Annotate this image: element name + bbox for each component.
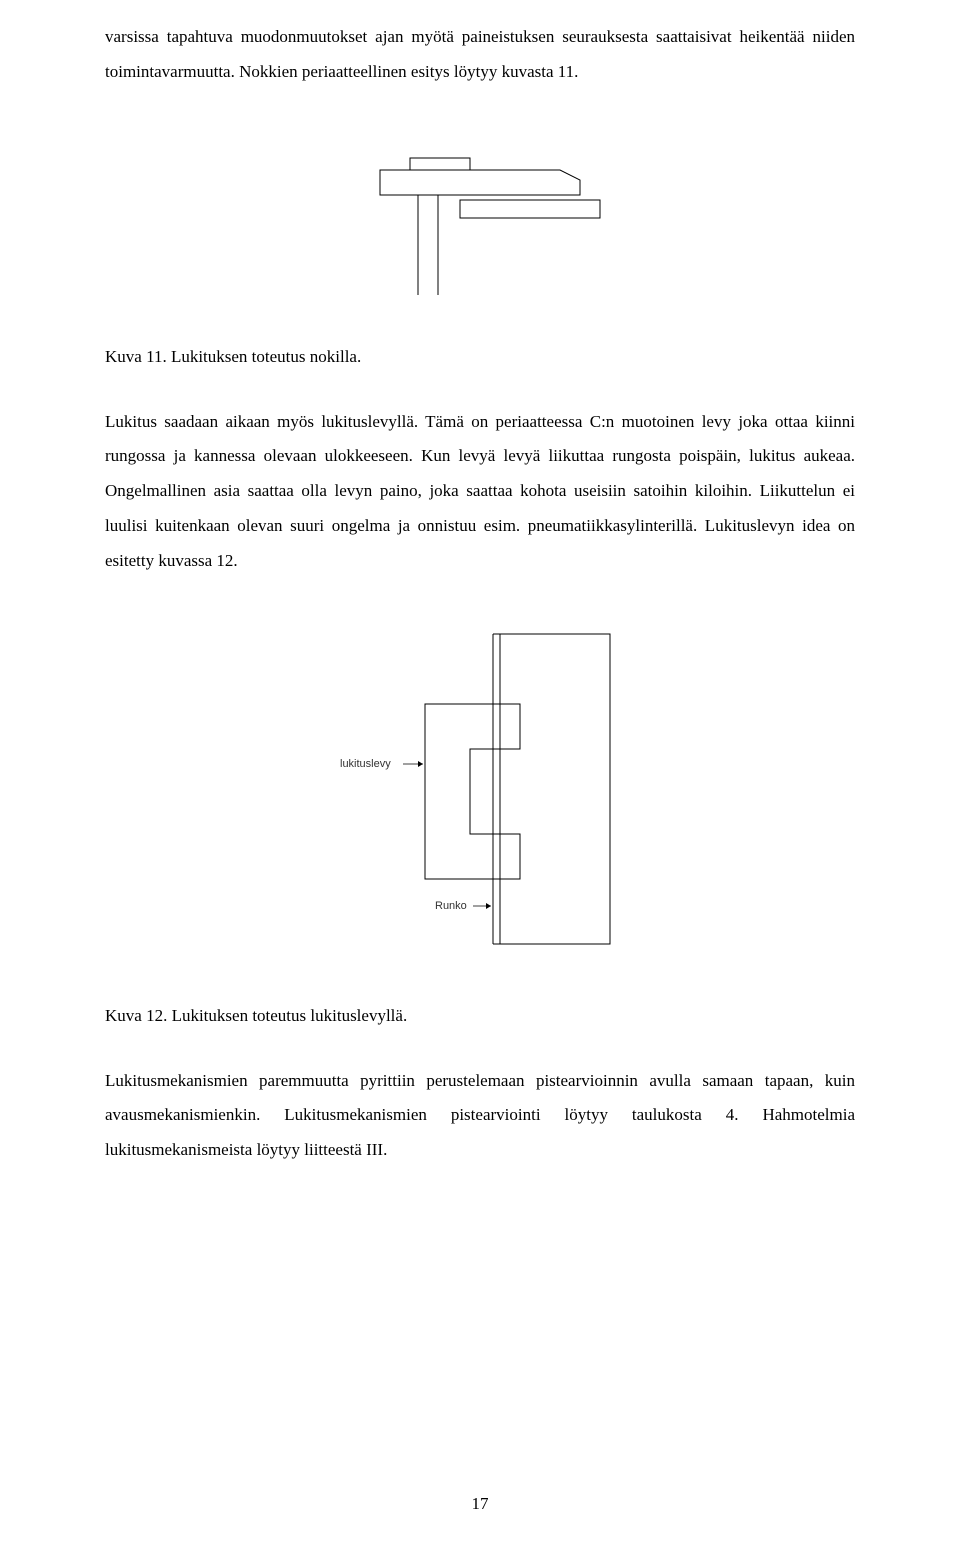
figure-1-diagram [350, 130, 610, 300]
figure-1-caption: Kuva 11. Lukituksen toteutus nokilla. [105, 340, 855, 375]
page-number: 17 [472, 1494, 489, 1514]
intro-paragraph: varsissa tapahtuva muodonmuutokset ajan … [105, 20, 855, 90]
figure-1-container [105, 130, 855, 300]
label-lukituslevy: lukituslevy [340, 758, 391, 770]
final-paragraph: Lukitusmekanismien paremmuutta pyrittiin… [105, 1064, 855, 1169]
figure-2-diagram: lukituslevy Runko [325, 619, 635, 959]
figure-2-caption: Kuva 12. Lukituksen toteutus lukituslevy… [105, 999, 855, 1034]
figure-2-container: lukituslevy Runko [105, 619, 855, 959]
label-runko: Runko [435, 900, 467, 912]
main-paragraph: Lukitus saadaan aikaan myös lukituslevyl… [105, 405, 855, 579]
